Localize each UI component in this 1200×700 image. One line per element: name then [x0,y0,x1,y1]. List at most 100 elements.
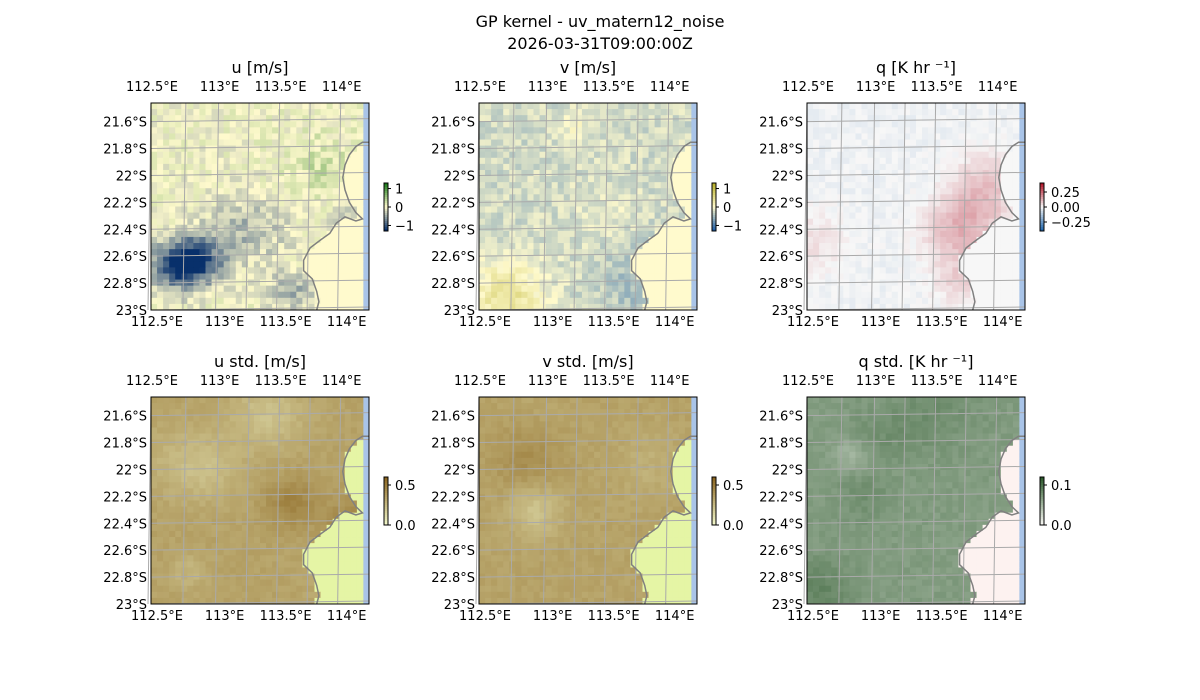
heatmap-cell [648,194,656,201]
heatmap-cell [684,103,692,110]
heatmap-cell [934,103,941,110]
heatmap-cell [891,151,899,159]
heatmap-cell [807,169,814,177]
heatmap-cell [897,273,905,280]
heatmap-cell [253,567,261,574]
heatmap-cell [855,151,862,159]
heatmap-cell [952,200,959,207]
heatmap-cell [491,121,498,128]
heatmap-cell [266,445,273,453]
heatmap-cell [284,163,291,171]
heatmap-cell [241,543,249,550]
heatmap-cell [344,224,352,232]
heatmap-cell [976,145,984,153]
heatmap-cell [909,243,917,250]
colorbar-segment [712,187,716,190]
heatmap-cell [314,549,321,556]
heatmap-cell [241,151,249,159]
heatmap-cell [187,549,194,556]
heatmap-cell [684,218,692,226]
heatmap-cell [260,579,267,587]
heatmap-cell [241,297,249,305]
heatmap-cell [897,279,905,287]
heatmap-cell [491,212,498,220]
heatmap-cell [873,151,881,159]
heatmap-cell [515,206,522,213]
heatmap-cell [569,273,577,280]
heatmap-cell [491,139,498,147]
heatmap-cell [521,285,528,293]
y-tick-label: 22.4°S [103,223,147,238]
heatmap-cell [260,591,267,599]
heatmap-cell [539,291,547,299]
heatmap-cell [326,482,334,489]
heatmap-cell [503,297,510,305]
heatmap-cell [958,188,965,195]
heatmap-cell [199,439,206,447]
heatmap-cell [970,297,977,305]
heatmap-cell [187,139,194,147]
heatmap-cell [873,127,881,134]
heatmap-cell [515,285,522,293]
heatmap-cell [229,415,237,422]
heatmap-cell [247,543,255,550]
heatmap-cell [642,139,649,147]
heatmap-cell [825,285,832,293]
heatmap-cell [181,427,188,434]
heatmap-cell [326,421,334,428]
heatmap-cell [338,494,346,501]
heatmap-cell [1000,145,1008,153]
heatmap-cell [217,279,225,287]
heatmap-cell [485,236,492,244]
heatmap-cell [272,506,279,514]
heatmap-cell [205,591,212,599]
heatmap-cell [819,121,826,128]
heatmap-cell [1012,297,1020,305]
heatmap-cell [199,579,206,587]
heatmap-cell [879,169,887,177]
heatmap-cell [260,573,267,581]
heatmap-cell [326,127,334,134]
colorbar-tick-label: 0.25 [1051,186,1080,201]
heatmap-cell [260,169,267,177]
heatmap-cell [308,200,315,207]
heatmap-cell [497,212,504,220]
heatmap-cell [539,133,547,140]
heatmap-cell [290,133,297,140]
heatmap-cell [296,409,303,416]
heatmap-cell [612,115,619,122]
heatmap-cell [600,206,607,213]
heatmap-cell [151,445,158,453]
heatmap-cell [861,279,868,287]
heatmap-cell [672,157,680,165]
heatmap-cell [909,163,917,171]
heatmap-cell [326,109,334,116]
heatmap-cell [1012,285,1020,293]
heatmap-cell [260,267,267,274]
panel-q-mean: q [K hr ⁻¹]112.5°E112.5°E113°E113°E113.5… [759,58,1091,330]
heatmap-cell [356,279,364,287]
heatmap-cell [217,139,225,147]
heatmap-cell [290,127,297,134]
heatmap-cell [266,530,273,538]
heatmap-cell [223,127,231,134]
heatmap-cell [205,579,212,587]
heatmap-cell [266,236,273,244]
heatmap-cell [199,427,206,434]
heatmap-cell [338,573,346,581]
heatmap-cell [211,261,219,268]
heatmap-cell [600,109,607,116]
heatmap-cell [527,103,534,110]
heatmap-cell [946,261,953,268]
heatmap-cell [581,194,589,201]
heatmap-cell [356,403,364,410]
heatmap-cell [302,415,309,422]
heatmap-cell [940,206,947,213]
heatmap-cell [479,236,486,244]
heatmap-cell [199,591,206,599]
heatmap-cell [296,218,303,226]
heatmap-cell [982,127,990,134]
heatmap-cell [660,151,668,159]
heatmap-cell [557,200,565,207]
heatmap-cell [837,297,844,305]
